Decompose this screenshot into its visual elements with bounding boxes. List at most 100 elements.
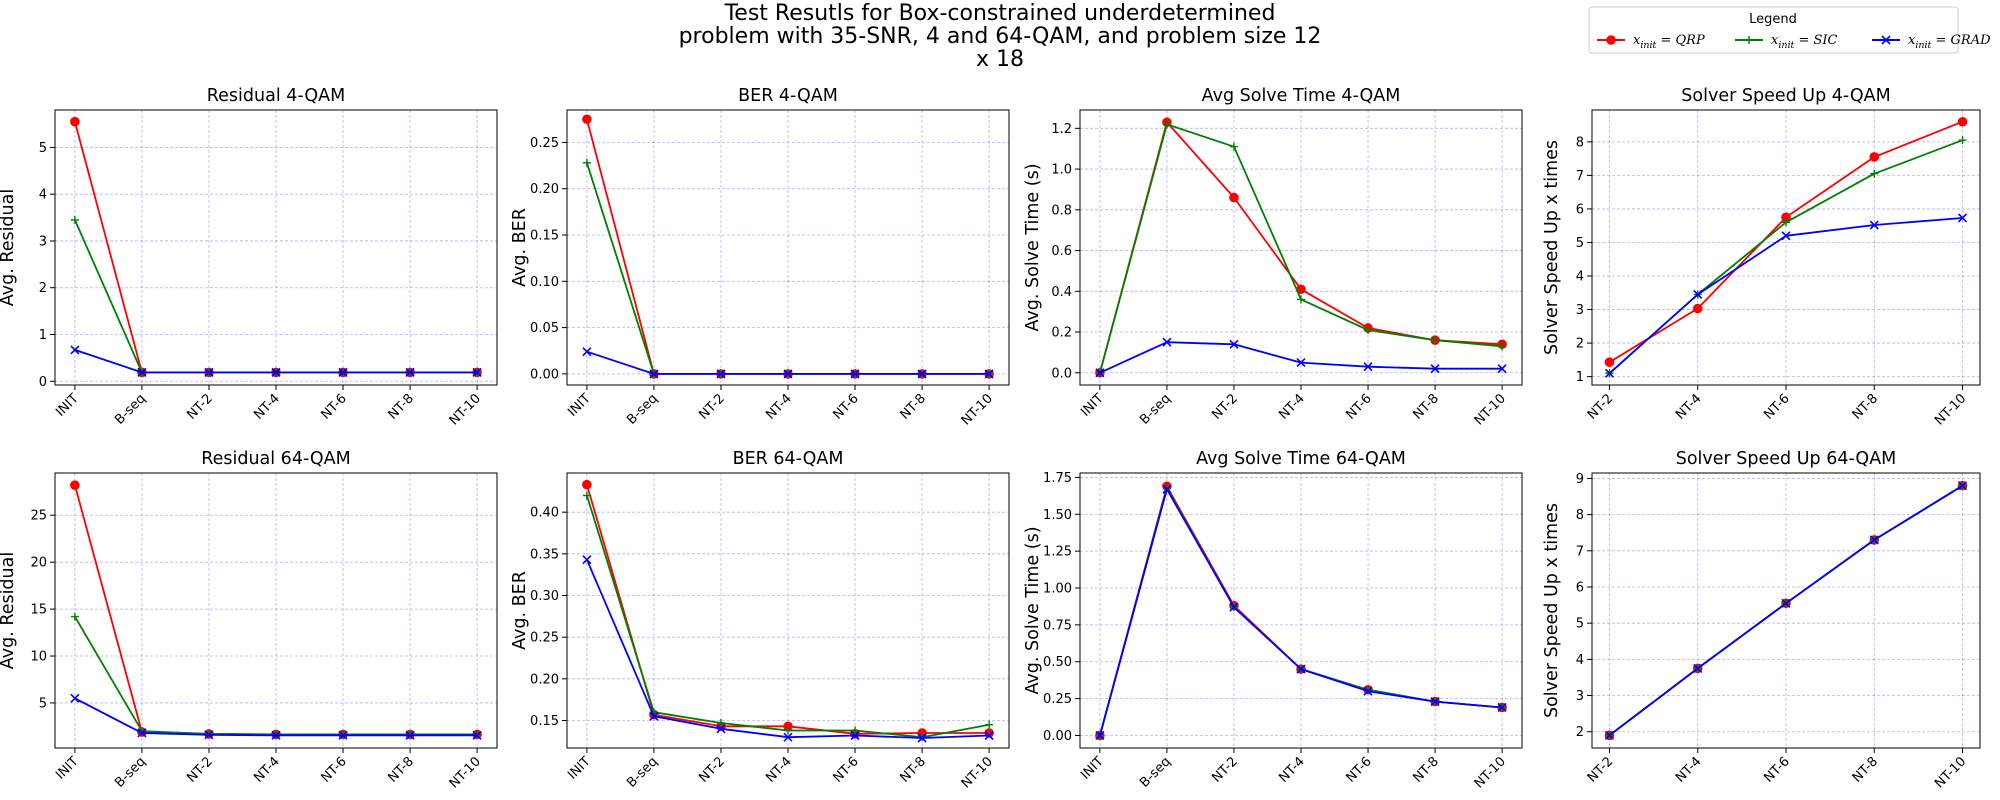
y-tick-label: 6 xyxy=(1576,580,1584,595)
data-point xyxy=(850,369,860,379)
subplot-title: Avg Solve Time 4-QAM xyxy=(1202,86,1401,106)
axes-frame xyxy=(566,472,1010,749)
y-tick-label: 0.00 xyxy=(530,367,559,382)
y-tick-label: 20 xyxy=(30,556,47,571)
data-point xyxy=(1095,730,1105,741)
data-point xyxy=(1430,364,1440,374)
legend-entry: xinit = GRAD xyxy=(1872,33,1991,51)
y-tick-label: 3 xyxy=(1576,689,1584,704)
x-tick-label: NT-4 xyxy=(251,754,282,785)
axes-frame xyxy=(54,109,498,386)
data-point xyxy=(1498,342,1507,351)
y-tick-label: 25 xyxy=(30,509,47,524)
axes-frame xyxy=(1079,109,1523,386)
x-tick-label: NT-8 xyxy=(897,391,928,422)
y-tick-label: 6 xyxy=(1576,202,1584,217)
x-tick-label: NT-10 xyxy=(1932,754,1969,791)
data-point xyxy=(1162,484,1172,494)
subplot: Residual 64-QAM 5 10 15 20 25 INIT B-seq NT-2 NT-… xyxy=(0,449,498,791)
figure-title-line: x 18 xyxy=(976,47,1024,72)
data-point xyxy=(70,480,80,491)
x-tick-label: NT-8 xyxy=(1850,391,1881,422)
data-point xyxy=(405,367,415,377)
y-axis-label: Avg. Residual xyxy=(0,189,18,306)
data-point xyxy=(70,345,80,355)
y-axis-label: Avg. Solve Time (s) xyxy=(1023,526,1043,694)
y-tick-label: 0.8 xyxy=(1051,203,1072,218)
data-point xyxy=(70,116,80,127)
data-point xyxy=(1957,481,1968,491)
subplot-grid: Residual 4-QAM 0 1 2 3 4 5 INIT B-seq NT-2 NT-4 NT-… xyxy=(0,86,1981,791)
x-tick-label: NT-2 xyxy=(1209,754,1240,785)
y-axis-label: Avg. Residual xyxy=(0,552,18,669)
data-point xyxy=(582,479,592,490)
series xyxy=(582,555,994,743)
data-point xyxy=(917,733,927,743)
y-tick-label: 0.10 xyxy=(530,275,559,290)
legend-marker xyxy=(1881,35,1891,45)
x-tick-label: NT-8 xyxy=(385,391,416,422)
data-point xyxy=(1431,336,1440,345)
y-tick-label: 0.50 xyxy=(1043,655,1072,670)
x-tick-label: NT-2 xyxy=(184,754,215,785)
series xyxy=(1604,213,1968,378)
x-tick-label: NT-10 xyxy=(1472,754,1509,791)
data-point xyxy=(1095,368,1105,378)
subplot-title: Solver Speed Up 4-QAM xyxy=(1681,86,1890,106)
data-point xyxy=(472,730,482,740)
y-tick-label: 0.25 xyxy=(530,631,559,646)
x-tick-label: INIT xyxy=(565,391,594,420)
legend-entries: xinit = QRP xinit = SIC xinit = GRAD xyxy=(1597,33,1991,51)
data-point xyxy=(1297,295,1305,304)
subplot: Avg Solve Time 64-QAM 0.00 0.25 0.50 0.75 1.0… xyxy=(1023,449,1523,791)
y-tick-label: 0.25 xyxy=(530,136,559,151)
data-point xyxy=(1363,686,1373,696)
subplot: BER 4-QAM 0.00 0.05 0.10 0.15 0.20 0.25 INIT B-s… xyxy=(510,86,1010,428)
x-tick-label: NT-2 xyxy=(1585,754,1616,785)
plot-area xyxy=(1080,110,1522,385)
y-tick-label: 4 xyxy=(1576,270,1584,285)
y-tick-label: 0.4 xyxy=(1051,285,1072,300)
axes-frame xyxy=(54,472,498,749)
data-point xyxy=(1869,152,1880,162)
y-tick-label: 1 xyxy=(39,328,47,343)
legend-entry: xinit = SIC xyxy=(1735,33,1838,51)
data-point xyxy=(783,732,793,742)
data-point xyxy=(338,730,348,740)
data-point xyxy=(1692,303,1703,314)
legend-label: xinit = QRP xyxy=(1633,33,1705,51)
y-tick-label: 1 xyxy=(1576,370,1584,385)
subplot: Residual 4-QAM 0 1 2 3 4 5 INIT B-seq NT-2 NT-4 NT-… xyxy=(0,86,498,428)
x-tick-label: NT-6 xyxy=(830,391,861,422)
series xyxy=(70,345,482,377)
data-point xyxy=(984,730,994,741)
x-tick-label: NT-6 xyxy=(1761,754,1792,785)
legend-entry: xinit = QRP xyxy=(1597,33,1705,51)
data-point xyxy=(582,347,592,357)
y-tick-label: 1.2 xyxy=(1051,122,1072,137)
x-tick-label: NT-6 xyxy=(1343,391,1374,422)
subplot-title: Residual 64-QAM xyxy=(201,449,351,469)
data-point xyxy=(851,726,860,735)
y-tick-label: 1.0 xyxy=(1051,163,1072,178)
x-tick-label: NT-8 xyxy=(1410,754,1441,785)
y-tick-label: 2 xyxy=(1576,337,1584,352)
y-tick-label: 0.20 xyxy=(530,182,559,197)
x-tick-label: NT-4 xyxy=(1276,391,1307,422)
plot-area xyxy=(55,473,497,748)
data-point xyxy=(70,215,79,224)
x-tick-label: INIT xyxy=(53,754,82,783)
x-tick-label: B-seq xyxy=(1137,754,1174,791)
y-axis-label: Avg. BER xyxy=(510,571,530,650)
y-tick-label: 4 xyxy=(1576,653,1584,668)
x-tick-label: NT-2 xyxy=(1585,391,1616,422)
legend-marker xyxy=(1606,35,1616,45)
y-tick-label: 1.50 xyxy=(1043,508,1072,523)
y-tick-label: 0.20 xyxy=(530,672,559,687)
x-tick-label: NT-4 xyxy=(763,391,794,422)
subplot-title: Residual 4-QAM xyxy=(207,86,345,106)
x-tick-label: NT-8 xyxy=(385,754,416,785)
data-point xyxy=(917,369,927,379)
legend-title: Legend xyxy=(1749,12,1797,27)
